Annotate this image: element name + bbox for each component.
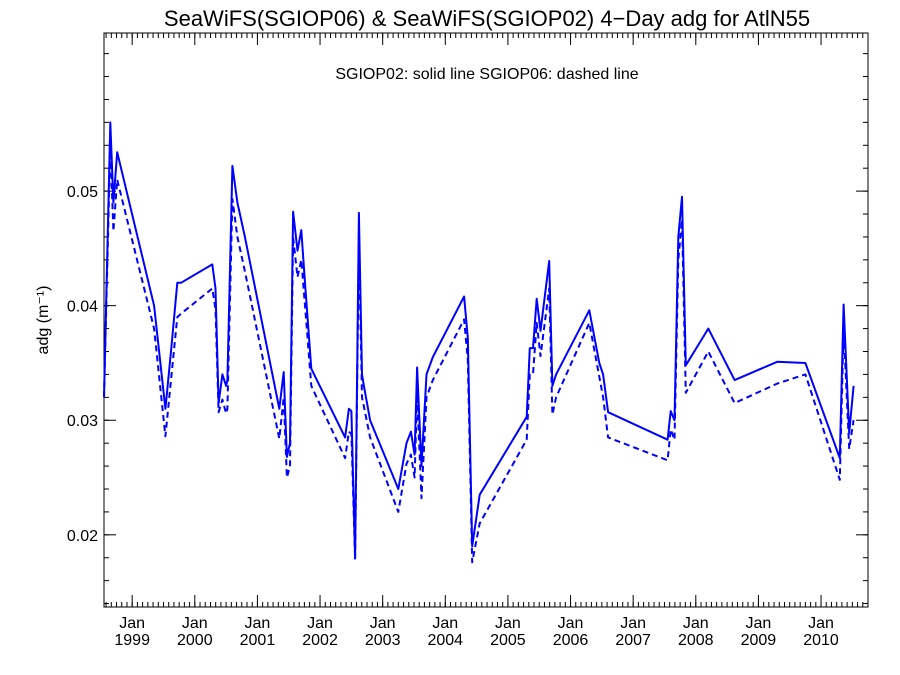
x-tick-label-year: 2002	[302, 632, 338, 649]
x-tick-label-year: 2001	[240, 632, 276, 649]
plot-frame	[103, 32, 869, 608]
legend-annotation: SGIOP02: solid line SGIOP06: dashed line	[335, 66, 638, 83]
x-tick-label-month: Jan	[119, 615, 145, 632]
x-tick-label-year: 2000	[177, 632, 213, 649]
x-tick-label-month: Jan	[307, 615, 333, 632]
x-tick-label-month: Jan	[620, 615, 646, 632]
x-tick-label-year: 2004	[427, 632, 463, 649]
x-tick-label-month: Jan	[746, 615, 772, 632]
x-tick-label-month: Jan	[558, 615, 584, 632]
x-tick-label-year: 2008	[678, 632, 714, 649]
x-tick-label-month: Jan	[495, 615, 521, 632]
y-tick-label: 0.05	[67, 184, 98, 201]
y-tick-label: 0.03	[67, 413, 98, 430]
chart-title: SeaWiFS(SGIOP06) & SeaWiFS(SGIOP02) 4−Da…	[164, 6, 810, 31]
x-tick-label-year: 1999	[114, 632, 150, 649]
x-tick-label-month: Jan	[182, 615, 208, 632]
y-tick-label: 0.04	[67, 299, 98, 316]
series-line-sgiop06	[103, 144, 855, 564]
x-tick-label-month: Jan	[370, 615, 396, 632]
minor-ticks	[104, 33, 869, 607]
x-tick-label-year: 2006	[553, 632, 589, 649]
y-axis-ticks: 0.02 0.03 0.04 0.05	[67, 184, 868, 545]
x-tick-label-year: 2003	[365, 632, 401, 649]
y-axis-label: adg (m⁻¹)	[35, 286, 52, 355]
x-tick-label-year: 2009	[741, 632, 777, 649]
x-tick-label-month: Jan	[808, 615, 834, 632]
x-axis-ticks: Jan1999Jan2000Jan2001Jan2002Jan2003Jan20…	[114, 33, 839, 649]
series-line-sgiop02	[103, 121, 855, 559]
x-tick-label-year: 2007	[615, 632, 651, 649]
x-tick-label-month: Jan	[245, 615, 271, 632]
y-tick-label: 0.02	[67, 528, 98, 545]
x-tick-label-year: 2010	[803, 632, 839, 649]
series-layer	[103, 121, 855, 564]
x-tick-label-year: 2005	[490, 632, 526, 649]
x-tick-label-month: Jan	[432, 615, 458, 632]
x-tick-label-month: Jan	[683, 615, 709, 632]
